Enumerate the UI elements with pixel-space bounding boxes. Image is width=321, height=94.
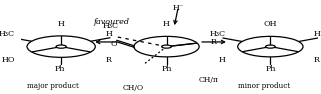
Text: favoured: favoured	[94, 18, 130, 26]
Text: H⁻: H⁻	[172, 4, 184, 12]
Text: CH/O: CH/O	[123, 84, 144, 92]
Text: H₃C: H₃C	[0, 30, 15, 38]
Text: H₃C: H₃C	[210, 30, 226, 38]
Text: minor product: minor product	[238, 81, 290, 89]
Text: H: H	[163, 20, 170, 28]
Text: H: H	[313, 30, 320, 38]
Text: major product: major product	[27, 81, 79, 89]
Text: HO: HO	[2, 56, 15, 64]
Text: H: H	[58, 20, 65, 28]
Text: OH: OH	[264, 20, 277, 28]
Text: R: R	[211, 38, 217, 46]
Circle shape	[56, 45, 66, 48]
Text: Ph: Ph	[55, 65, 65, 73]
Text: CH/π: CH/π	[199, 76, 218, 84]
Circle shape	[265, 45, 275, 48]
Text: R: R	[313, 56, 319, 64]
Text: R: R	[106, 56, 112, 64]
Text: O: O	[111, 40, 117, 48]
Text: H: H	[106, 30, 113, 38]
Circle shape	[161, 45, 171, 48]
Text: Ph: Ph	[265, 65, 276, 73]
Text: H: H	[219, 56, 226, 64]
Text: Ph: Ph	[161, 65, 172, 73]
Text: H₃C: H₃C	[103, 22, 119, 30]
